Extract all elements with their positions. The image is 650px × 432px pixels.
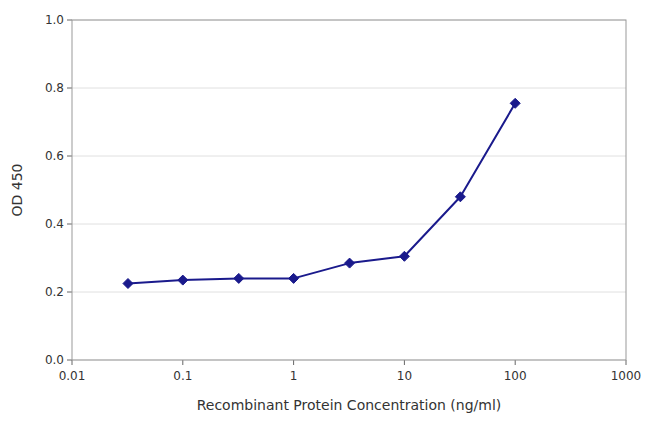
plot-background xyxy=(72,20,626,360)
tick-label: 1000 xyxy=(611,369,642,383)
tick-label: 0.4 xyxy=(45,217,64,231)
grid-line xyxy=(72,156,626,157)
plot-frame xyxy=(72,20,626,360)
grid-line xyxy=(72,292,626,293)
tick-label: 0.6 xyxy=(45,149,64,163)
tick-label: 1.0 xyxy=(45,13,64,27)
marker xyxy=(455,192,465,202)
tick-mark xyxy=(515,360,516,365)
y-axis: 0.0 0.2 0.4 0.6 0.8 1.0 xyxy=(45,13,72,367)
marker xyxy=(234,273,244,283)
marker xyxy=(510,98,520,108)
series xyxy=(123,98,520,288)
tick-mark xyxy=(72,360,73,365)
tick-label: 0.01 xyxy=(59,369,86,383)
grid-line xyxy=(72,224,626,225)
tick-mark xyxy=(182,360,183,365)
tick-mark xyxy=(67,224,72,225)
tick-mark xyxy=(67,20,72,21)
line xyxy=(128,103,515,283)
tick-mark xyxy=(293,360,294,365)
marker xyxy=(399,251,409,261)
chart: 0.0 0.2 0.4 0.6 0.8 1.0 0.01 0.1 1 10 100 1000 Recom… xyxy=(0,0,650,432)
tick-mark xyxy=(67,88,72,89)
tick-label: 0.2 xyxy=(45,285,64,299)
tick-label: 0.8 xyxy=(45,81,64,95)
x-axis-label: Recombinant Protein Concentration (ng/ml… xyxy=(197,397,502,413)
tick-mark xyxy=(67,292,72,293)
tick-label: 0.0 xyxy=(45,353,64,367)
tick-mark xyxy=(67,156,72,157)
chart-container: 0.0 0.2 0.4 0.6 0.8 1.0 0.01 0.1 1 10 100 1000 Recom… xyxy=(0,0,650,432)
tick-mark xyxy=(626,360,627,365)
tick-label: 0.1 xyxy=(173,369,192,383)
marker xyxy=(289,273,299,283)
x-axis: 0.01 0.1 1 10 100 1000 xyxy=(59,360,642,383)
marker xyxy=(178,275,188,285)
tick-label: 1 xyxy=(290,369,298,383)
y-axis-label: OD 450 xyxy=(9,164,25,217)
marker xyxy=(123,279,133,289)
grid-line xyxy=(72,88,626,89)
tick-mark xyxy=(67,360,72,361)
tick-label: 10 xyxy=(397,369,412,383)
marker xyxy=(345,258,355,268)
grid xyxy=(72,20,626,360)
tick-mark xyxy=(404,360,405,365)
tick-label: 100 xyxy=(504,369,527,383)
